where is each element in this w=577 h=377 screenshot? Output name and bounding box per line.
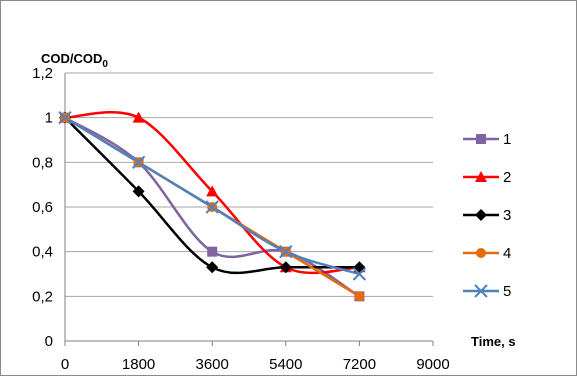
legend-marker-3 bbox=[475, 209, 487, 221]
series-markers bbox=[58, 110, 367, 302]
legend-label-3: 3 bbox=[503, 207, 511, 224]
legend-marker-4 bbox=[476, 248, 486, 258]
x-tick-label: 9000 bbox=[416, 356, 449, 373]
x-tick-label: 7200 bbox=[343, 356, 376, 373]
point-series-2 bbox=[206, 185, 219, 197]
point-series-5 bbox=[131, 155, 146, 170]
legend-label-4: 4 bbox=[503, 245, 511, 262]
legend-marker-1 bbox=[476, 134, 486, 144]
legend-marker-2 bbox=[475, 171, 487, 182]
point-series-3 bbox=[279, 261, 292, 274]
legend-label-1: 1 bbox=[503, 131, 511, 148]
point-series-5 bbox=[352, 267, 367, 281]
x-tick-label: 0 bbox=[61, 356, 69, 373]
legend-label-5: 5 bbox=[503, 283, 511, 300]
point-series-3 bbox=[206, 261, 219, 274]
y-tick-label: 0,8 bbox=[32, 154, 53, 171]
y-tick-label: 0 bbox=[45, 333, 53, 350]
x-tick-label: 5400 bbox=[269, 356, 302, 373]
x-axis-title: Time, s bbox=[471, 334, 516, 349]
point-series-4 bbox=[354, 291, 365, 302]
legend-label-2: 2 bbox=[503, 169, 511, 186]
point-series-1 bbox=[207, 246, 218, 257]
y-tick-label: 0,2 bbox=[32, 288, 53, 305]
axes bbox=[64, 73, 434, 346]
point-series-5 bbox=[58, 110, 72, 125]
y-axis-title: COD/COD0 bbox=[41, 51, 108, 70]
y-tick-label: 1,2 bbox=[32, 65, 53, 82]
point-series-2 bbox=[132, 111, 145, 123]
tick-labels: 0 0,2 0,4 0,6 0,8 1 1,2 0 1800 3600 5400 7200 9000 bbox=[32, 65, 450, 373]
legend-marker-5 bbox=[474, 284, 488, 298]
series-line-3 bbox=[63, 116, 361, 275]
y-tick-label: 1 bbox=[45, 110, 53, 127]
point-series-5 bbox=[279, 244, 293, 259]
x-tick-label: 1800 bbox=[122, 356, 155, 373]
y-tick-label: 0,6 bbox=[32, 199, 53, 216]
gridlines bbox=[65, 72, 433, 297]
point-series-3 bbox=[132, 185, 145, 198]
point-series-5 bbox=[205, 200, 219, 214]
x-tick-label: 3600 bbox=[196, 356, 229, 373]
legend: 1 2 3 4 5 bbox=[463, 131, 511, 300]
y-tick-label: 0,4 bbox=[32, 244, 53, 261]
